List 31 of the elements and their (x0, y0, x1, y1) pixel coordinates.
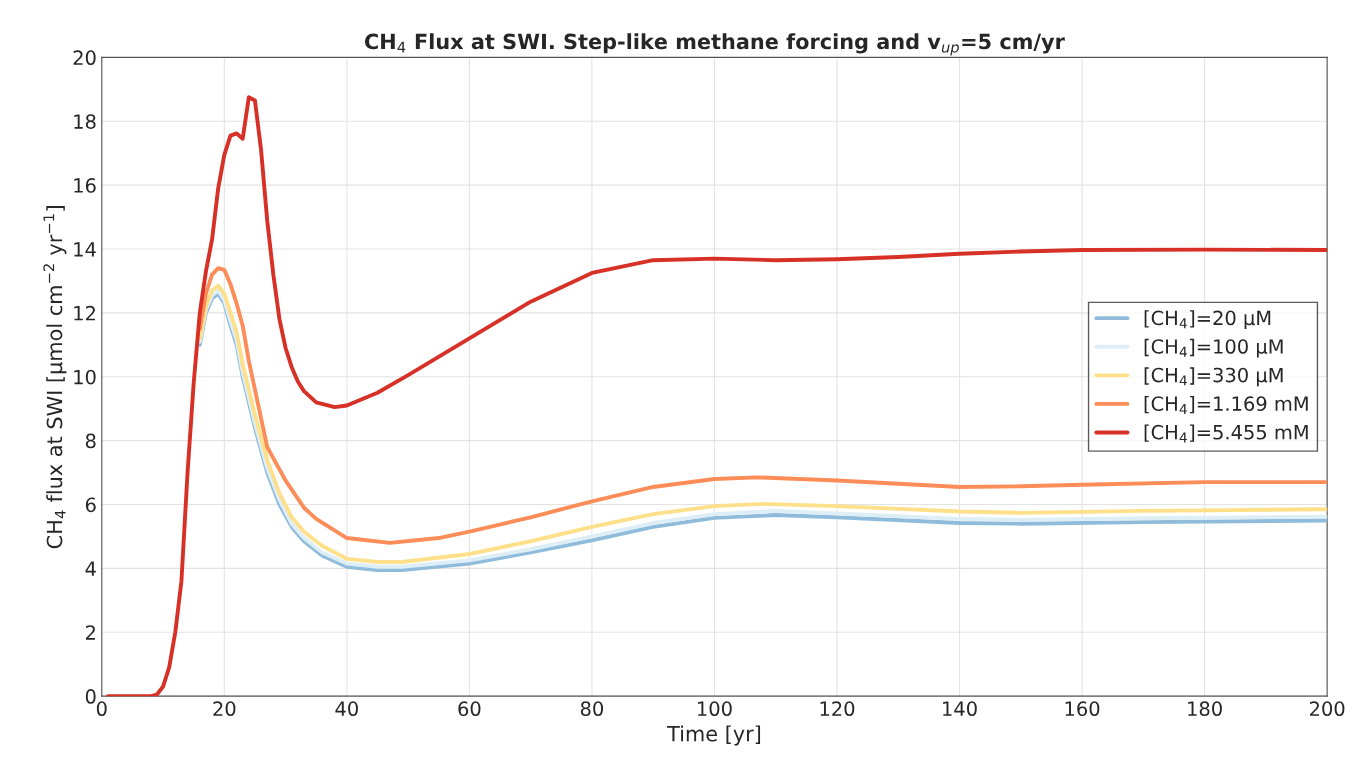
legend-label: [CH$_{4}$]=5.455 mM (1144, 424, 1308, 443)
y-tick-label: 20 (73, 50, 96, 66)
x-tick-label: 140 (943, 701, 977, 717)
legend-label: [CH$_{4}$]=330 μM (1144, 367, 1283, 387)
y-tick-label: 0 (85, 689, 96, 704)
y-tick-label: 12 (74, 305, 95, 321)
x-tick-label: 20 (213, 701, 236, 717)
x-tick-label: 60 (458, 701, 481, 717)
y-tick-label: 14 (74, 242, 96, 257)
x-tick-label: 0 (96, 701, 107, 717)
chart-title: CH$_{4}$ Flux at SWI. Step-like methane forcing and v$_{up}$=5 cm/yr (364, 33, 1065, 56)
y-tick-label: 16 (74, 178, 96, 193)
legend-label: [CH$_{4}$]=1.169 mM (1144, 395, 1308, 414)
x-tick-label: 100 (698, 701, 732, 717)
x-tick-label: 180 (1188, 701, 1222, 717)
y-tick-label: 8 (85, 433, 96, 449)
y-tick-label: 4 (85, 561, 96, 576)
y-tick-label: 10 (74, 369, 96, 385)
line-series (105, 95, 1328, 697)
x-tick-label: 160 (1065, 701, 1100, 717)
y-axis-title: CH$_{4}$ flux at SWI [μmol cm$^{−2}$ yr$^{−1}$] (43, 206, 67, 549)
x-tick-label: 80 (580, 701, 603, 717)
y-tick-label: 2 (85, 625, 95, 640)
y-tick-label: 18 (74, 114, 96, 129)
legend-label: [CH$_{4}$]=20 μM (1144, 310, 1271, 330)
x-tick-label: 120 (820, 701, 855, 717)
x-axis-title: Time [yr] (667, 725, 761, 746)
legend-label: [CH$_{4}$]=100 μM (1144, 338, 1283, 358)
y-tick-label: 6 (85, 497, 96, 513)
x-tick-label: 40 (335, 701, 358, 717)
x-tick-label: 200 (1310, 701, 1345, 717)
